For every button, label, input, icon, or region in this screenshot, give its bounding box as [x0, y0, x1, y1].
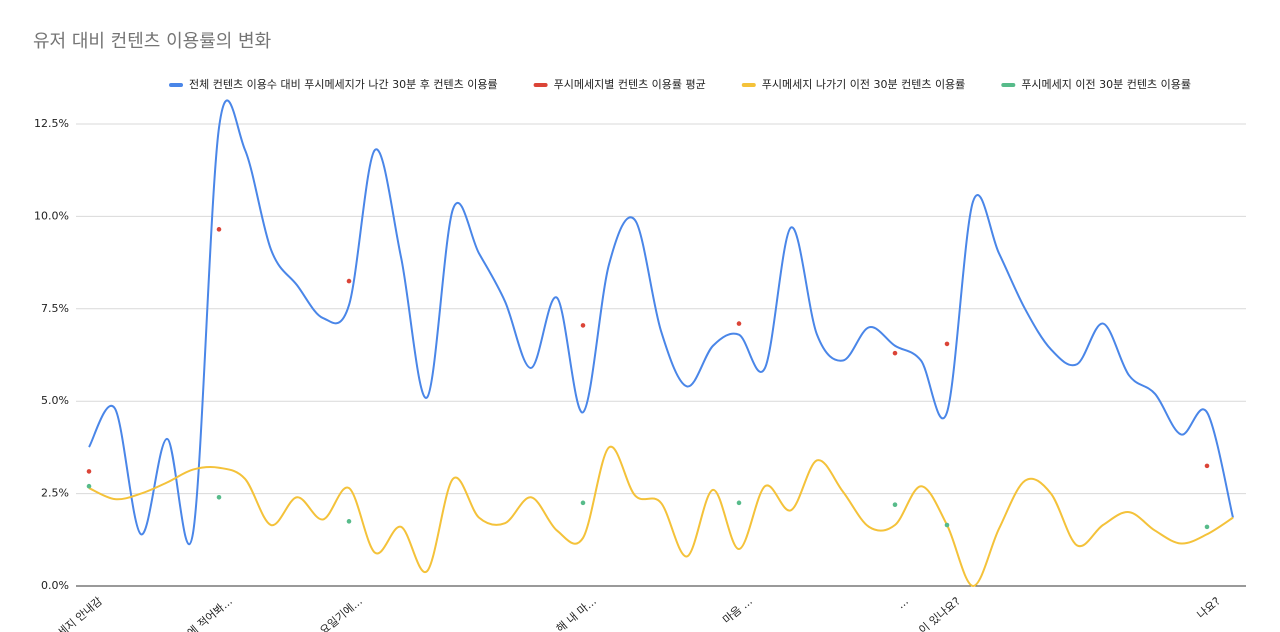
y-tick-label: 0.0%	[41, 579, 69, 592]
x-tick-label: 이 있나요?	[916, 595, 963, 632]
data-point	[580, 323, 586, 328]
data-point	[346, 519, 352, 524]
x-tick-label: 해 내 마...	[553, 594, 599, 632]
series-line	[88, 99, 1234, 546]
data-point	[892, 502, 898, 507]
legend-item: 푸시메세지 나가기 이전 30분 컨텐츠 이용률	[741, 78, 966, 91]
data-point	[892, 350, 898, 356]
data-point	[1204, 463, 1210, 469]
data-point	[580, 500, 586, 506]
x-tick-label: 나요?	[1195, 595, 1223, 622]
y-tick-label: 12.5%	[34, 117, 69, 130]
legend-label: 푸시메세지 이전 30분 컨텐츠 이용률	[1021, 78, 1191, 91]
data-point	[944, 341, 950, 347]
x-tick-label: 세지 안내감	[55, 595, 105, 632]
data-point	[944, 522, 950, 528]
y-tick-label: 7.5%	[41, 302, 69, 315]
x-tick-label: 마음 ...	[720, 595, 755, 627]
data-point	[216, 227, 222, 232]
legend-label: 전체 컨텐츠 이용수 대비 푸시메세지가 나간 30분 후 컨텐츠 이용률	[189, 78, 498, 91]
x-tick-label: 에 적어봐...	[185, 595, 235, 632]
data-point	[736, 321, 742, 326]
data-point	[216, 494, 222, 500]
x-tick-label: ...	[894, 595, 910, 612]
data-point	[86, 469, 92, 474]
legend-item: 푸시메세지별 컨텐츠 이용률 평균	[533, 78, 706, 91]
data-point	[346, 278, 352, 284]
legend-label: 푸시메세지 나가기 이전 30분 컨텐츠 이용률	[762, 78, 966, 91]
legend-item: 푸시메세지 이전 30분 컨텐츠 이용률	[1001, 78, 1191, 91]
y-tick-label: 2.5%	[41, 487, 69, 500]
legend-item: 전체 컨텐츠 이용수 대비 푸시메세지가 나간 30분 후 컨텐츠 이용률	[169, 78, 498, 91]
data-point	[1204, 524, 1210, 530]
chart-title: 유저 대비 컨텐츠 이용률의 변화	[33, 31, 271, 52]
legend-label: 푸시메세지별 컨텐츠 이용률 평균	[554, 78, 706, 91]
y-tick-label: 5.0%	[41, 394, 69, 407]
data-point	[86, 483, 92, 489]
y-tick-label: 10.0%	[34, 209, 69, 222]
series-line	[88, 445, 1234, 587]
data-point	[736, 500, 742, 506]
x-tick-label: 요일기에...	[317, 594, 365, 632]
